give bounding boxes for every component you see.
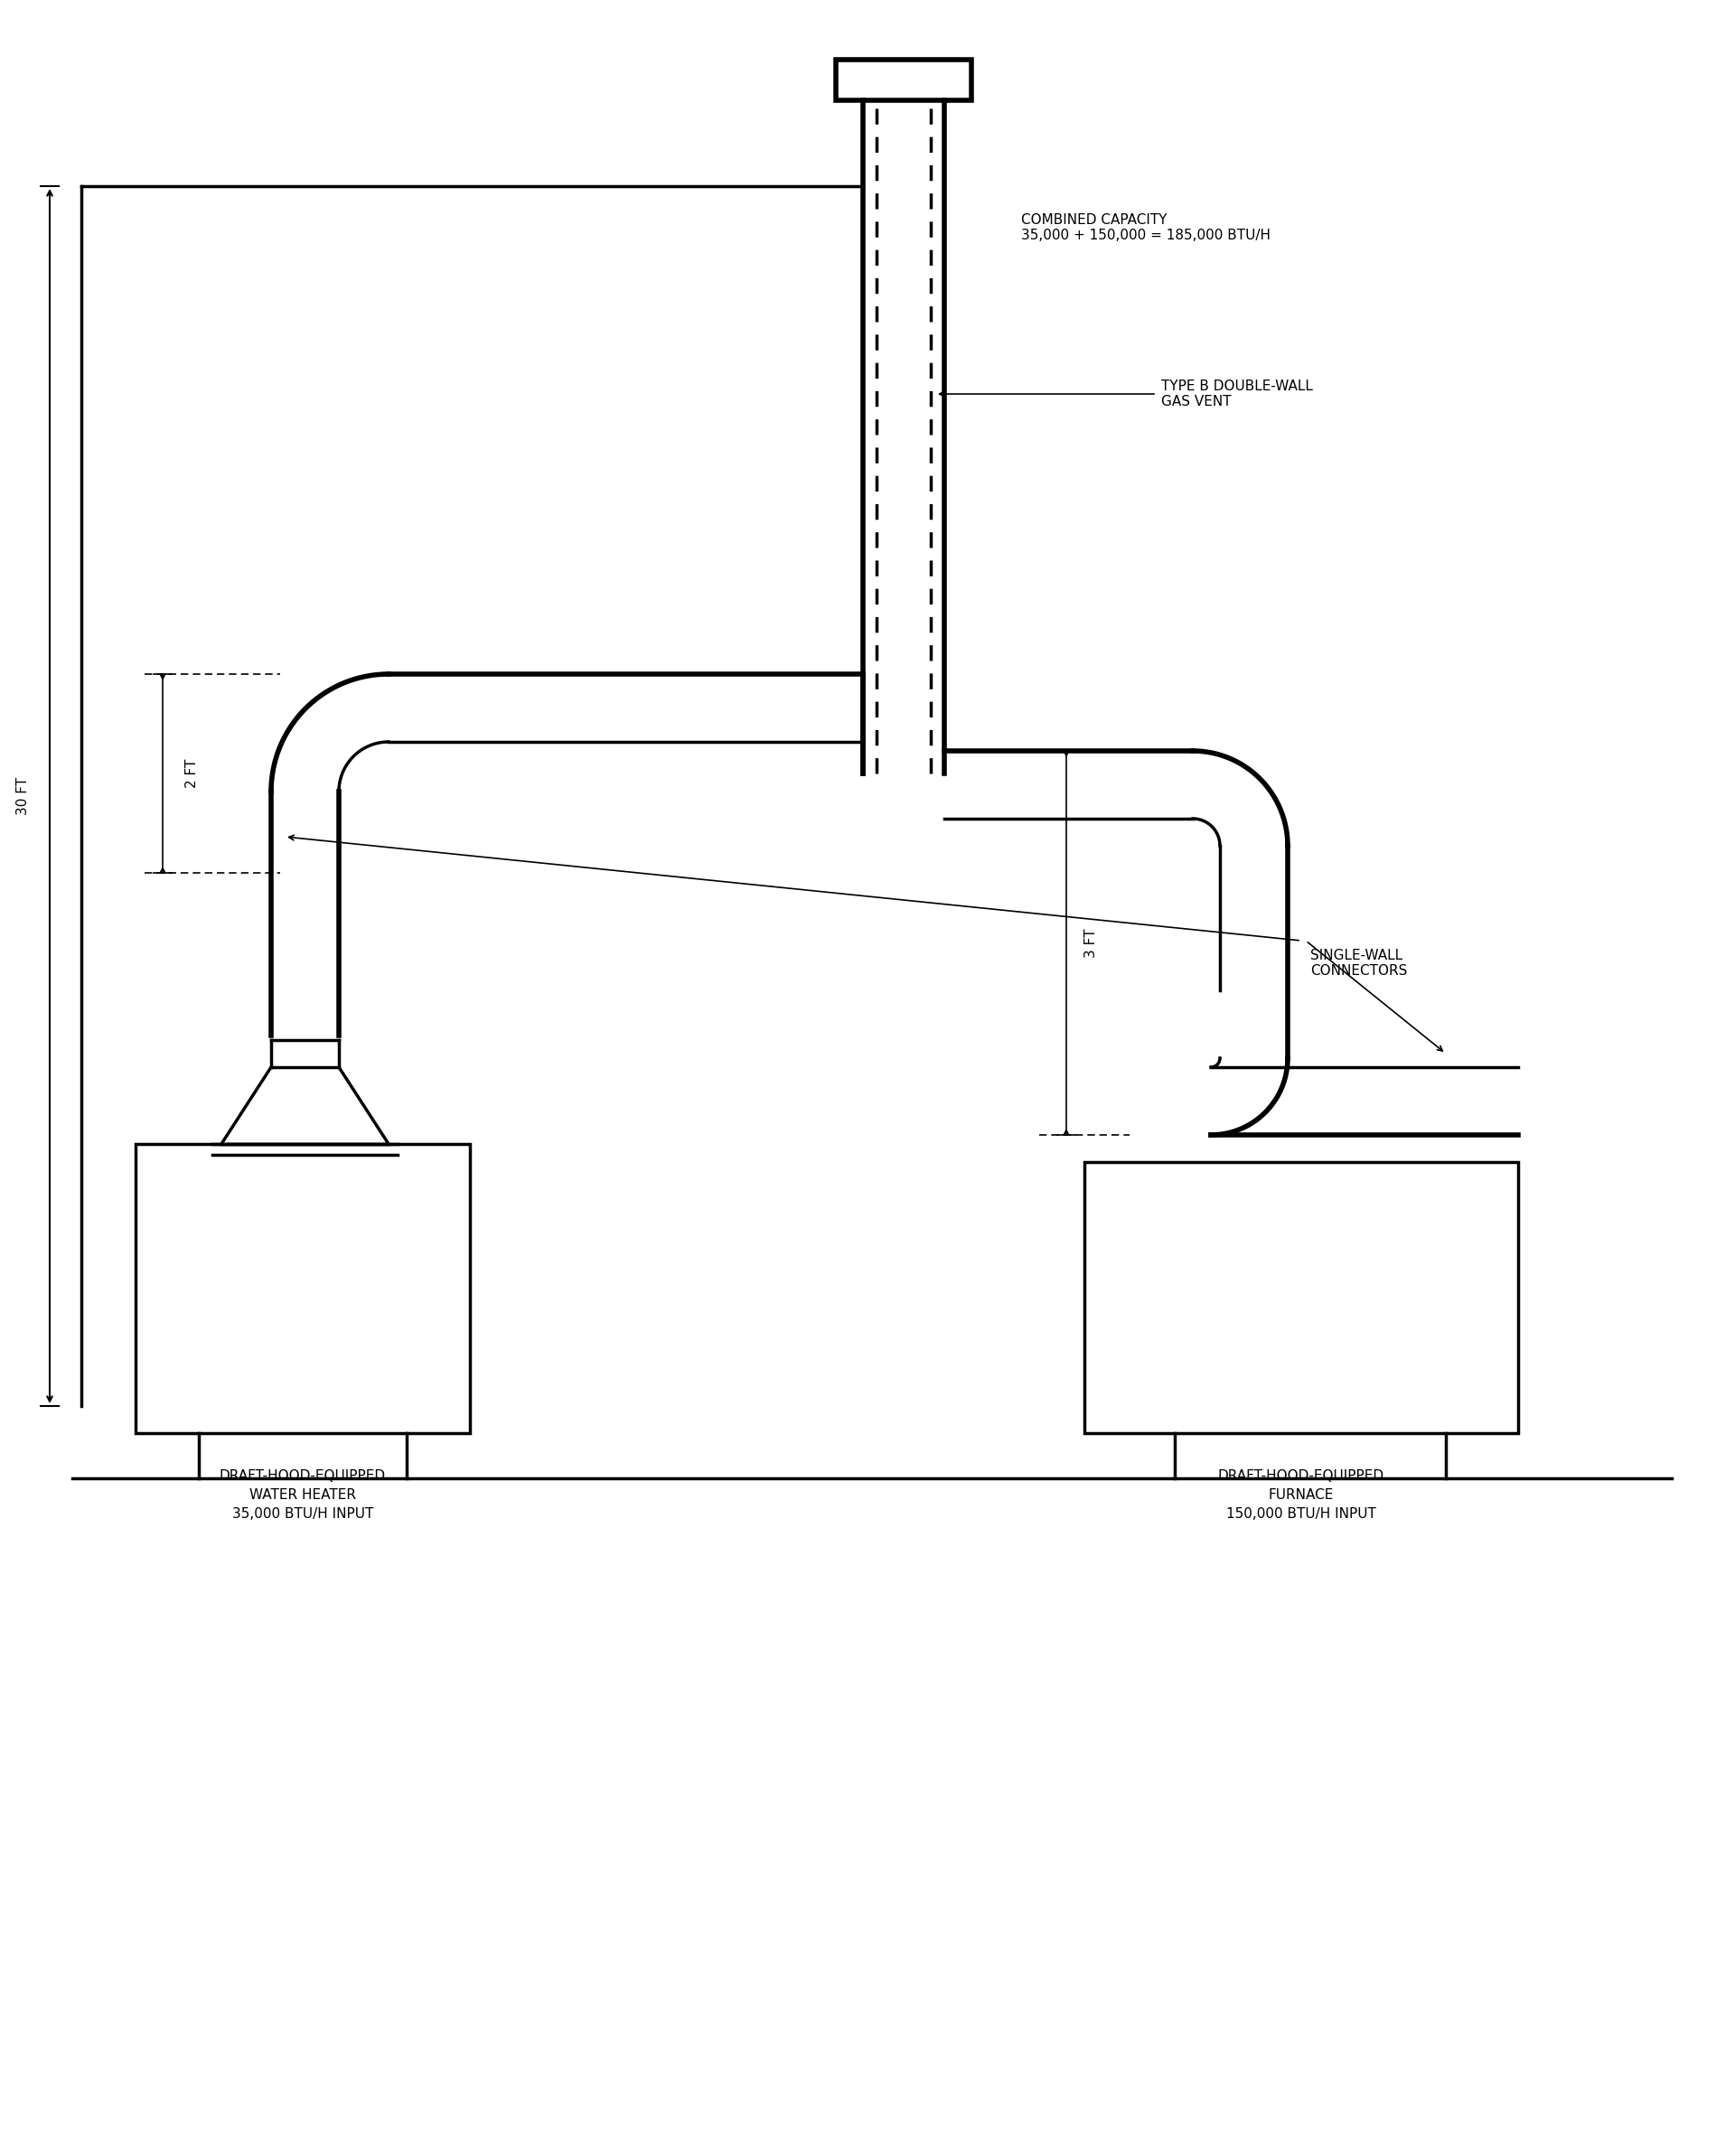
Text: DRAFT-HOOD-EQUIPPED
FURNACE
150,000 BTU/H INPUT: DRAFT-HOOD-EQUIPPED FURNACE 150,000 BTU/… [1218, 1468, 1385, 1520]
Text: TYPE B DOUBLE-WALL
GAS VENT: TYPE B DOUBLE-WALL GAS VENT [1161, 379, 1313, 410]
Text: SINGLE-WALL
CONNECTORS: SINGLE-WALL CONNECTORS [1310, 949, 1407, 979]
Text: 3 FT: 3 FT [1084, 929, 1098, 957]
Text: DRAFT-HOOD-EQUIPPED
WATER HEATER
35,000 BTU/H INPUT: DRAFT-HOOD-EQUIPPED WATER HEATER 35,000 … [220, 1468, 385, 1520]
Text: 30 FT: 30 FT [16, 776, 29, 815]
Bar [135, 1145, 470, 1434]
Bar [836, 60, 972, 101]
Text: COMBINED CAPACITY
35,000 + 150,000 = 185,000 BTU/H: COMBINED CAPACITY 35,000 + 150,000 = 185… [1022, 213, 1270, 241]
Bar [1084, 1162, 1518, 1434]
Text: 2 FT: 2 FT [186, 759, 200, 789]
